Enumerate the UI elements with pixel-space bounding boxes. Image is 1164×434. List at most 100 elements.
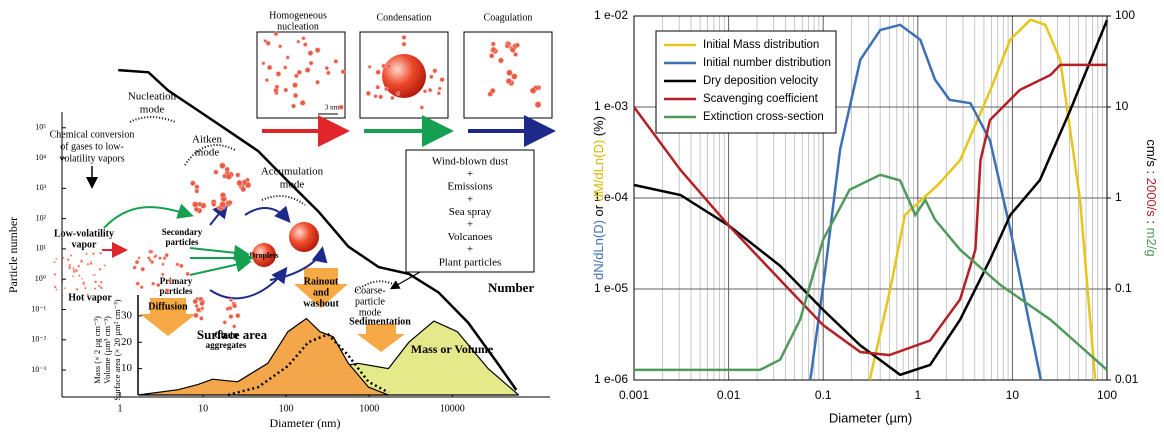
particle: [195, 307, 201, 313]
particle: [194, 304, 199, 308]
x-tick-label: 0.01: [717, 388, 741, 402]
particle: [148, 258, 152, 262]
down-arrow: [294, 268, 348, 308]
y2-axis-label: cm/s : 2000/s : m2/g: [1144, 139, 1159, 256]
particle: [167, 278, 172, 283]
y-label-part: dM/dLn(D): [591, 140, 606, 201]
y2-axis-label: Surface area (× 20 µm² cm⁻³): [112, 299, 122, 400]
annotation: Chain: [214, 330, 238, 340]
particle: [103, 264, 106, 267]
particle: [179, 263, 184, 269]
y-tick-label: 1 e-05: [594, 281, 628, 295]
particle: [161, 262, 165, 266]
particle: [69, 254, 73, 257]
particle: [304, 67, 311, 73]
y2-label-part: cm/s: [1144, 139, 1159, 167]
particle: [534, 101, 542, 108]
particle: [72, 268, 75, 271]
particle: [333, 59, 339, 64]
particle: [264, 78, 269, 83]
particle: [194, 188, 200, 194]
particle: [185, 271, 190, 277]
particle: [489, 53, 495, 59]
y2-tick-label: 10: [1115, 99, 1129, 113]
x-tick-label: 100: [279, 403, 294, 414]
source-box: [405, 149, 535, 273]
particle: [140, 266, 145, 272]
particle: [228, 314, 234, 319]
y-tick-label: 10²: [36, 213, 47, 222]
annotation: Volcanoes: [447, 231, 492, 243]
sphere: [252, 243, 276, 267]
annotation: Emissions: [447, 181, 492, 193]
particle: [213, 169, 219, 175]
particle: [199, 316, 204, 321]
particle: [99, 251, 103, 255]
particle: [261, 61, 266, 66]
arrow: [389, 271, 421, 290]
legend-label: Extinction cross-section: [703, 111, 824, 123]
y2-tick-label: 30: [121, 309, 133, 321]
particle: [513, 52, 518, 57]
particle: [274, 91, 279, 96]
particle: [292, 92, 299, 99]
particle: [263, 39, 268, 43]
particle: [85, 252, 88, 256]
particle: [439, 77, 445, 83]
particle: [149, 250, 154, 254]
particle: [308, 60, 314, 66]
particle: [192, 298, 198, 305]
particle: [490, 46, 497, 53]
y-tick-label: 10⁰: [35, 274, 46, 283]
annotation: Low-volatility: [54, 228, 114, 239]
particle: [55, 257, 58, 261]
particle: [373, 94, 378, 99]
y-label-part: dN/dLn(D): [591, 220, 606, 280]
line: [632, 63, 1107, 357]
legend-label: Scavenging coefficient: [703, 93, 819, 105]
annotation: Sedimentation: [349, 316, 411, 327]
y-tick-label: 10³: [36, 183, 47, 192]
arrow: [269, 246, 328, 281]
y-tick-label: 1 e-03: [594, 99, 628, 113]
particle: [53, 260, 56, 264]
particle: [285, 55, 290, 60]
annotation: particles: [160, 286, 193, 296]
particle: [232, 324, 237, 329]
particle: [236, 179, 243, 187]
particle: [194, 184, 200, 190]
particle: [375, 69, 381, 75]
x-tick-label: 1: [914, 388, 921, 402]
arrow: [189, 256, 252, 276]
legend-label: Initial Mass distribution: [703, 39, 819, 51]
particle: [199, 300, 205, 307]
particle: [93, 287, 97, 290]
annotation: mode: [359, 307, 382, 318]
particle: [275, 71, 282, 77]
particle: [265, 40, 271, 46]
down-arrow: [357, 324, 405, 352]
annotation: Diffusion: [148, 301, 188, 312]
particle: [267, 64, 273, 71]
particle: [78, 274, 81, 277]
particle: [423, 89, 427, 94]
particle: [156, 282, 161, 288]
particle: [72, 270, 76, 274]
annotation: Sea spray: [449, 206, 492, 218]
y-tick-label: 10¹: [36, 244, 47, 253]
annotation: Chemical conversion: [50, 129, 135, 140]
series-label: Number: [488, 280, 534, 295]
y2-tick-label: 20: [121, 336, 133, 348]
annotation: vapor: [72, 239, 98, 250]
y2-tick-label: 100: [1115, 8, 1135, 22]
y-axis-label: Particle number: [6, 217, 20, 293]
annotation: Aitken: [192, 134, 222, 146]
particle: [80, 259, 83, 262]
particle: [324, 66, 329, 71]
particle: [240, 186, 247, 193]
y2-label-part: :: [1144, 220, 1159, 224]
particle: [134, 259, 140, 265]
particle: [92, 252, 95, 256]
y-tick-label: 10⁵: [35, 123, 46, 132]
particle: [68, 263, 72, 267]
